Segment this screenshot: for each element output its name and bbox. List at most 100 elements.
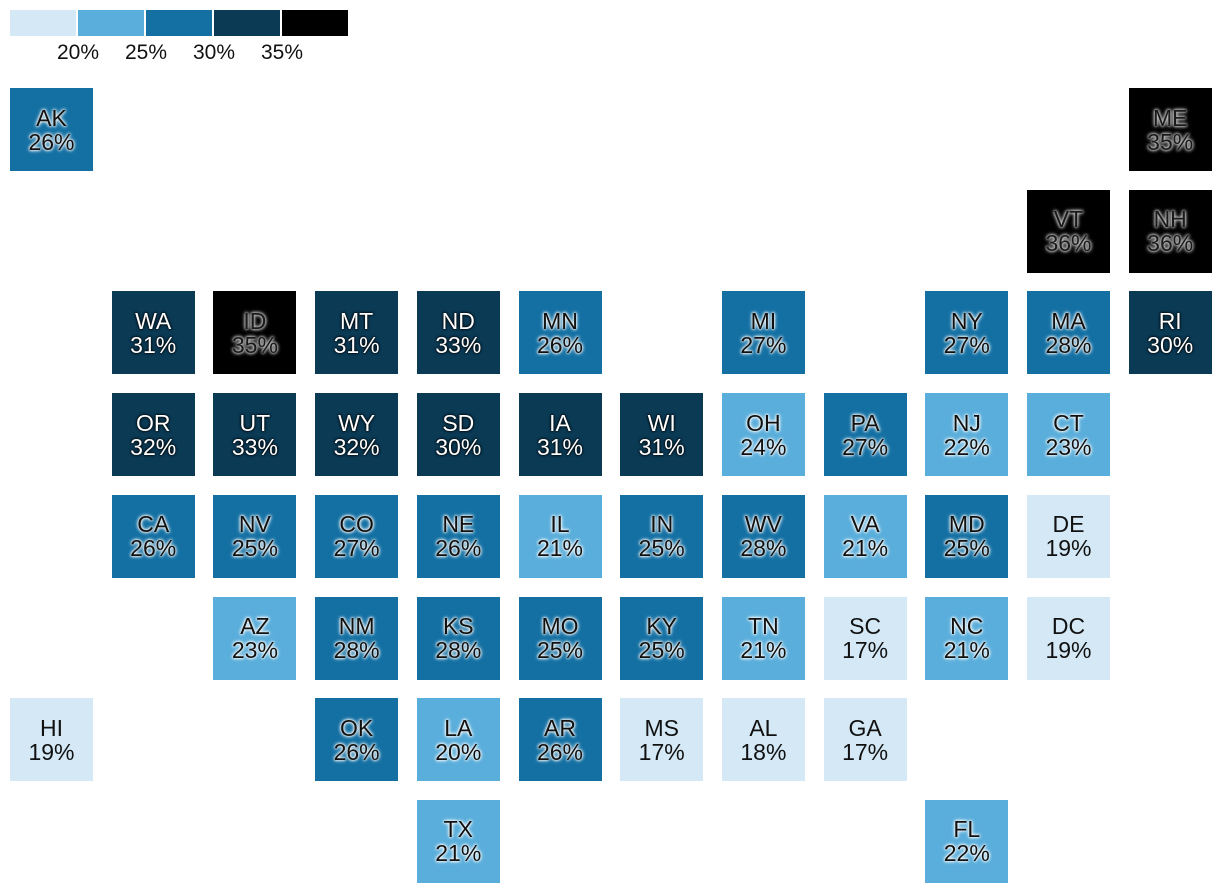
state-abbr: NC	[950, 613, 984, 639]
state-abbr: UT	[239, 409, 271, 436]
state-tile-wa: WA 31%	[111, 291, 195, 375]
state-abbr: NJ	[952, 409, 981, 436]
state-abbr: NM	[338, 613, 375, 639]
state-abbr: OK	[339, 714, 374, 741]
state-abbr: DE	[1052, 511, 1085, 538]
state-abbr: CT	[1053, 409, 1084, 436]
state-value: 19%	[28, 738, 75, 765]
state-value: 26%	[536, 738, 584, 765]
state-abbr: GA	[848, 714, 882, 741]
state-abbr: ND	[441, 307, 475, 334]
state-value: 21%	[740, 637, 787, 663]
color-legend: 20% 25% 30% 35%	[10, 10, 350, 66]
state-value: 18%	[740, 738, 787, 765]
state-abbr: VT	[1053, 206, 1084, 233]
legend-label: 35%	[260, 41, 304, 64]
state-value: 33%	[435, 331, 482, 358]
state-tile-la: LA 20%	[416, 698, 500, 782]
state-abbr: HI	[40, 714, 63, 741]
state-value: 36%	[1045, 230, 1092, 257]
state-tile-mn: MN 26%	[518, 291, 602, 375]
state-tile-in: IN 25%	[620, 494, 704, 578]
state-value: 17%	[638, 738, 685, 765]
state-tile-wi: WI 31%	[620, 393, 704, 477]
state-value: 25%	[231, 535, 278, 562]
state-value: 30%	[1147, 331, 1194, 358]
state-tile-ms: MS 17%	[620, 698, 704, 782]
legend-swatch	[282, 10, 348, 36]
state-tile-al: AL 18%	[721, 698, 805, 782]
state-tile-nv: NV 25%	[213, 494, 297, 578]
legend-swatch	[10, 10, 76, 36]
state-tile-tx: TX 21%	[416, 799, 500, 883]
state-abbr: NV	[238, 511, 271, 538]
state-value: 33%	[231, 433, 278, 460]
state-tile-nj: NJ 22%	[925, 393, 1009, 477]
state-abbr: TX	[443, 816, 473, 843]
state-value: 26%	[333, 738, 380, 765]
state-abbr: DC	[1051, 613, 1086, 639]
state-value: 27%	[740, 331, 787, 358]
state-tile-ca: CA 26%	[111, 494, 195, 578]
state-abbr: IL	[550, 511, 570, 538]
state-tile-oh: OH 24%	[721, 393, 805, 477]
state-tile-hi: HI 19%	[10, 698, 93, 782]
state-tile-mo: MO 25%	[518, 596, 602, 680]
state-abbr: MI	[750, 307, 777, 334]
state-value: 36%	[1147, 230, 1194, 257]
state-value: 21%	[842, 535, 889, 562]
state-abbr: ME	[1152, 104, 1188, 131]
state-abbr: CA	[137, 511, 170, 538]
state-tile-co: CO 27%	[315, 494, 399, 578]
state-value: 28%	[435, 637, 482, 663]
state-abbr: MO	[541, 613, 579, 639]
state-abbr: NH	[1153, 206, 1187, 233]
state-tile-fl: FL 22%	[925, 799, 1009, 883]
state-value: 23%	[1045, 433, 1092, 460]
state-tile-ak: AK 26%	[10, 88, 93, 171]
state-abbr: AK	[36, 104, 67, 131]
state-tile-ne: NE 26%	[416, 494, 500, 578]
state-value: 31%	[130, 331, 177, 358]
state-tile-me: ME 35%	[1128, 88, 1212, 171]
state-tile-nh: NH 36%	[1128, 189, 1212, 273]
state-abbr: AL	[749, 714, 778, 741]
state-value: 28%	[740, 535, 787, 562]
state-value: 17%	[842, 637, 889, 663]
state-tile-ny: NY 27%	[925, 291, 1009, 375]
state-value: 27%	[943, 331, 990, 358]
state-value: 19%	[1045, 535, 1092, 562]
state-abbr: MA	[1051, 307, 1086, 334]
state-abbr: SC	[849, 613, 882, 639]
state-value: 25%	[943, 535, 990, 562]
state-tile-or: OR 32%	[111, 393, 195, 477]
state-value: 31%	[638, 433, 685, 460]
state-value: 21%	[536, 535, 584, 562]
state-abbr: MD	[948, 511, 985, 538]
state-value: 30%	[435, 433, 482, 460]
state-value: 25%	[638, 535, 685, 562]
state-value: 26%	[536, 331, 584, 358]
state-abbr: MN	[542, 307, 578, 334]
state-tile-ga: GA 17%	[823, 698, 907, 782]
state-abbr: LA	[444, 714, 473, 741]
state-value: 23%	[231, 637, 278, 663]
state-abbr: KY	[646, 613, 678, 639]
state-abbr: MT	[339, 307, 374, 334]
state-abbr: AR	[544, 714, 576, 741]
state-value: 28%	[333, 637, 380, 663]
state-value: 32%	[333, 433, 380, 460]
state-value: 17%	[842, 738, 889, 765]
state-tile-sc: SC 17%	[823, 596, 907, 680]
state-value: 27%	[842, 433, 889, 460]
state-abbr: FL	[953, 816, 981, 843]
state-value: 19%	[1045, 637, 1092, 663]
state-abbr: NE	[442, 511, 475, 538]
state-value: 27%	[333, 535, 380, 562]
state-tile-pa: PA 27%	[823, 393, 907, 477]
state-tile-va: VA 21%	[823, 494, 907, 578]
state-tile-wy: WY 32%	[315, 393, 399, 477]
state-tile-ct: CT 23%	[1027, 393, 1110, 477]
state-tile-nc: NC 21%	[925, 596, 1009, 680]
